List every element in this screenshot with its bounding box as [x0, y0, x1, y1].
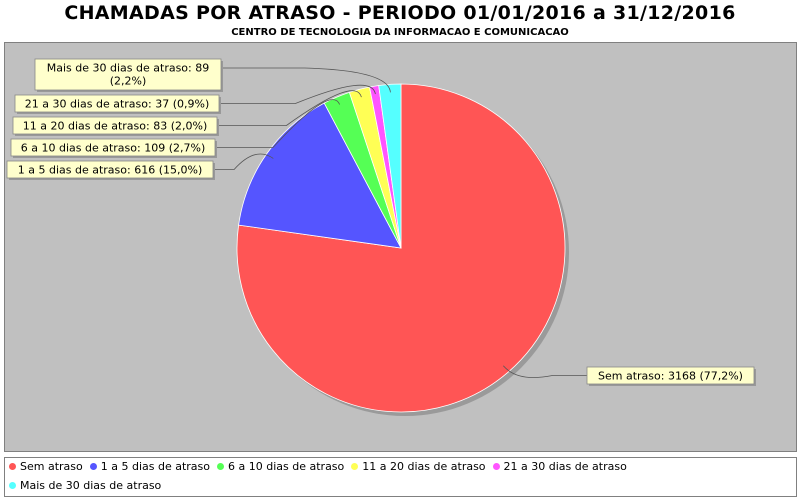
- label-box: [14, 94, 220, 113]
- legend-label: 1 a 5 dias de atraso: [100, 460, 211, 473]
- label-connector: [217, 90, 362, 126]
- legend-item[interactable]: 21 a 30 dias de atraso: [492, 460, 627, 473]
- label-connector: [215, 99, 341, 148]
- pie-slice[interactable]: 1 a 5 dias de atraso: 616 (15,0%): [238, 102, 402, 249]
- label-box: [6, 160, 214, 179]
- slice-data-label: 1 a 5 dias de atraso: 616 (15,0%): [18, 164, 202, 177]
- slice-data-label: Sem atraso: 3168 (77,2%): [598, 370, 743, 383]
- legend-item[interactable]: Mais de 30 dias de atraso: [9, 479, 161, 492]
- legend-label: 11 a 20 dias de atraso: [362, 460, 486, 473]
- chart-subtitle: CENTRO DE TECNOLOGIA DA INFORMACAO E COM…: [231, 27, 569, 38]
- label-connector: [502, 365, 587, 378]
- label-connector: [213, 153, 274, 170]
- pie-slice[interactable]: Mais de 30 dias de atraso: 89 (2,2%): [378, 83, 402, 249]
- slice-data-label: 21 a 30 dias de atraso: 37 (0,9%): [25, 98, 209, 111]
- legend-marker: [9, 463, 16, 470]
- label-connector: [221, 67, 391, 93]
- label-connector: [219, 84, 376, 104]
- legend-marker: [351, 463, 359, 470]
- legend-row: Sem atraso 1 a 5 dias de atraso 6 a 10 dia…: [9, 460, 634, 473]
- legend-label: 21 a 30 dias de atraso: [503, 460, 627, 473]
- legend-item[interactable]: 6 a 10 dias de atraso: [217, 460, 344, 473]
- slice-data-label: Mais de 30 dias de atraso: 89 (2,2%): [47, 62, 210, 88]
- legend-label: Sem atraso: [20, 460, 83, 473]
- label-box: [586, 366, 755, 385]
- legend-item[interactable]: 11 a 20 dias de atraso: [351, 460, 486, 473]
- legend-row: Mais de 30 dias de atraso: [9, 479, 168, 492]
- legend-label: 6 a 10 dias de atraso: [228, 460, 345, 473]
- label-box: [34, 58, 222, 91]
- legend-marker: [492, 463, 500, 470]
- pie-chart: Sem atraso: 3168 (77,2%)1 a 5 dias de at…: [6, 58, 756, 416]
- label-box: [10, 138, 216, 157]
- legend-label: Mais de 30 dias de atraso: [20, 479, 162, 492]
- legend: Sem atraso 1 a 5 dias de atraso 6 a 10 dia…: [4, 457, 797, 497]
- chart-title: CHAMADAS POR ATRASO - PERIODO 01/01/2016…: [64, 2, 736, 24]
- legend-marker: [9, 482, 16, 489]
- legend-item[interactable]: Sem atraso: [9, 460, 83, 473]
- slice-data-label: 11 a 20 dias de atraso: 83 (2,0%): [23, 120, 207, 133]
- pie-slice[interactable]: Sem atraso: 3168 (77,2%): [236, 83, 566, 413]
- label-box: [12, 116, 218, 135]
- plot-area: Sem atraso: 3168 (77,2%) 1 a 5 dias de at…: [4, 42, 797, 452]
- legend-marker: [217, 463, 225, 470]
- legend-marker: [89, 463, 97, 470]
- slice-data-label: 6 a 10 dias de atraso: 109 (2,7%): [21, 142, 205, 155]
- legend-item[interactable]: 1 a 5 dias de atraso: [89, 460, 211, 473]
